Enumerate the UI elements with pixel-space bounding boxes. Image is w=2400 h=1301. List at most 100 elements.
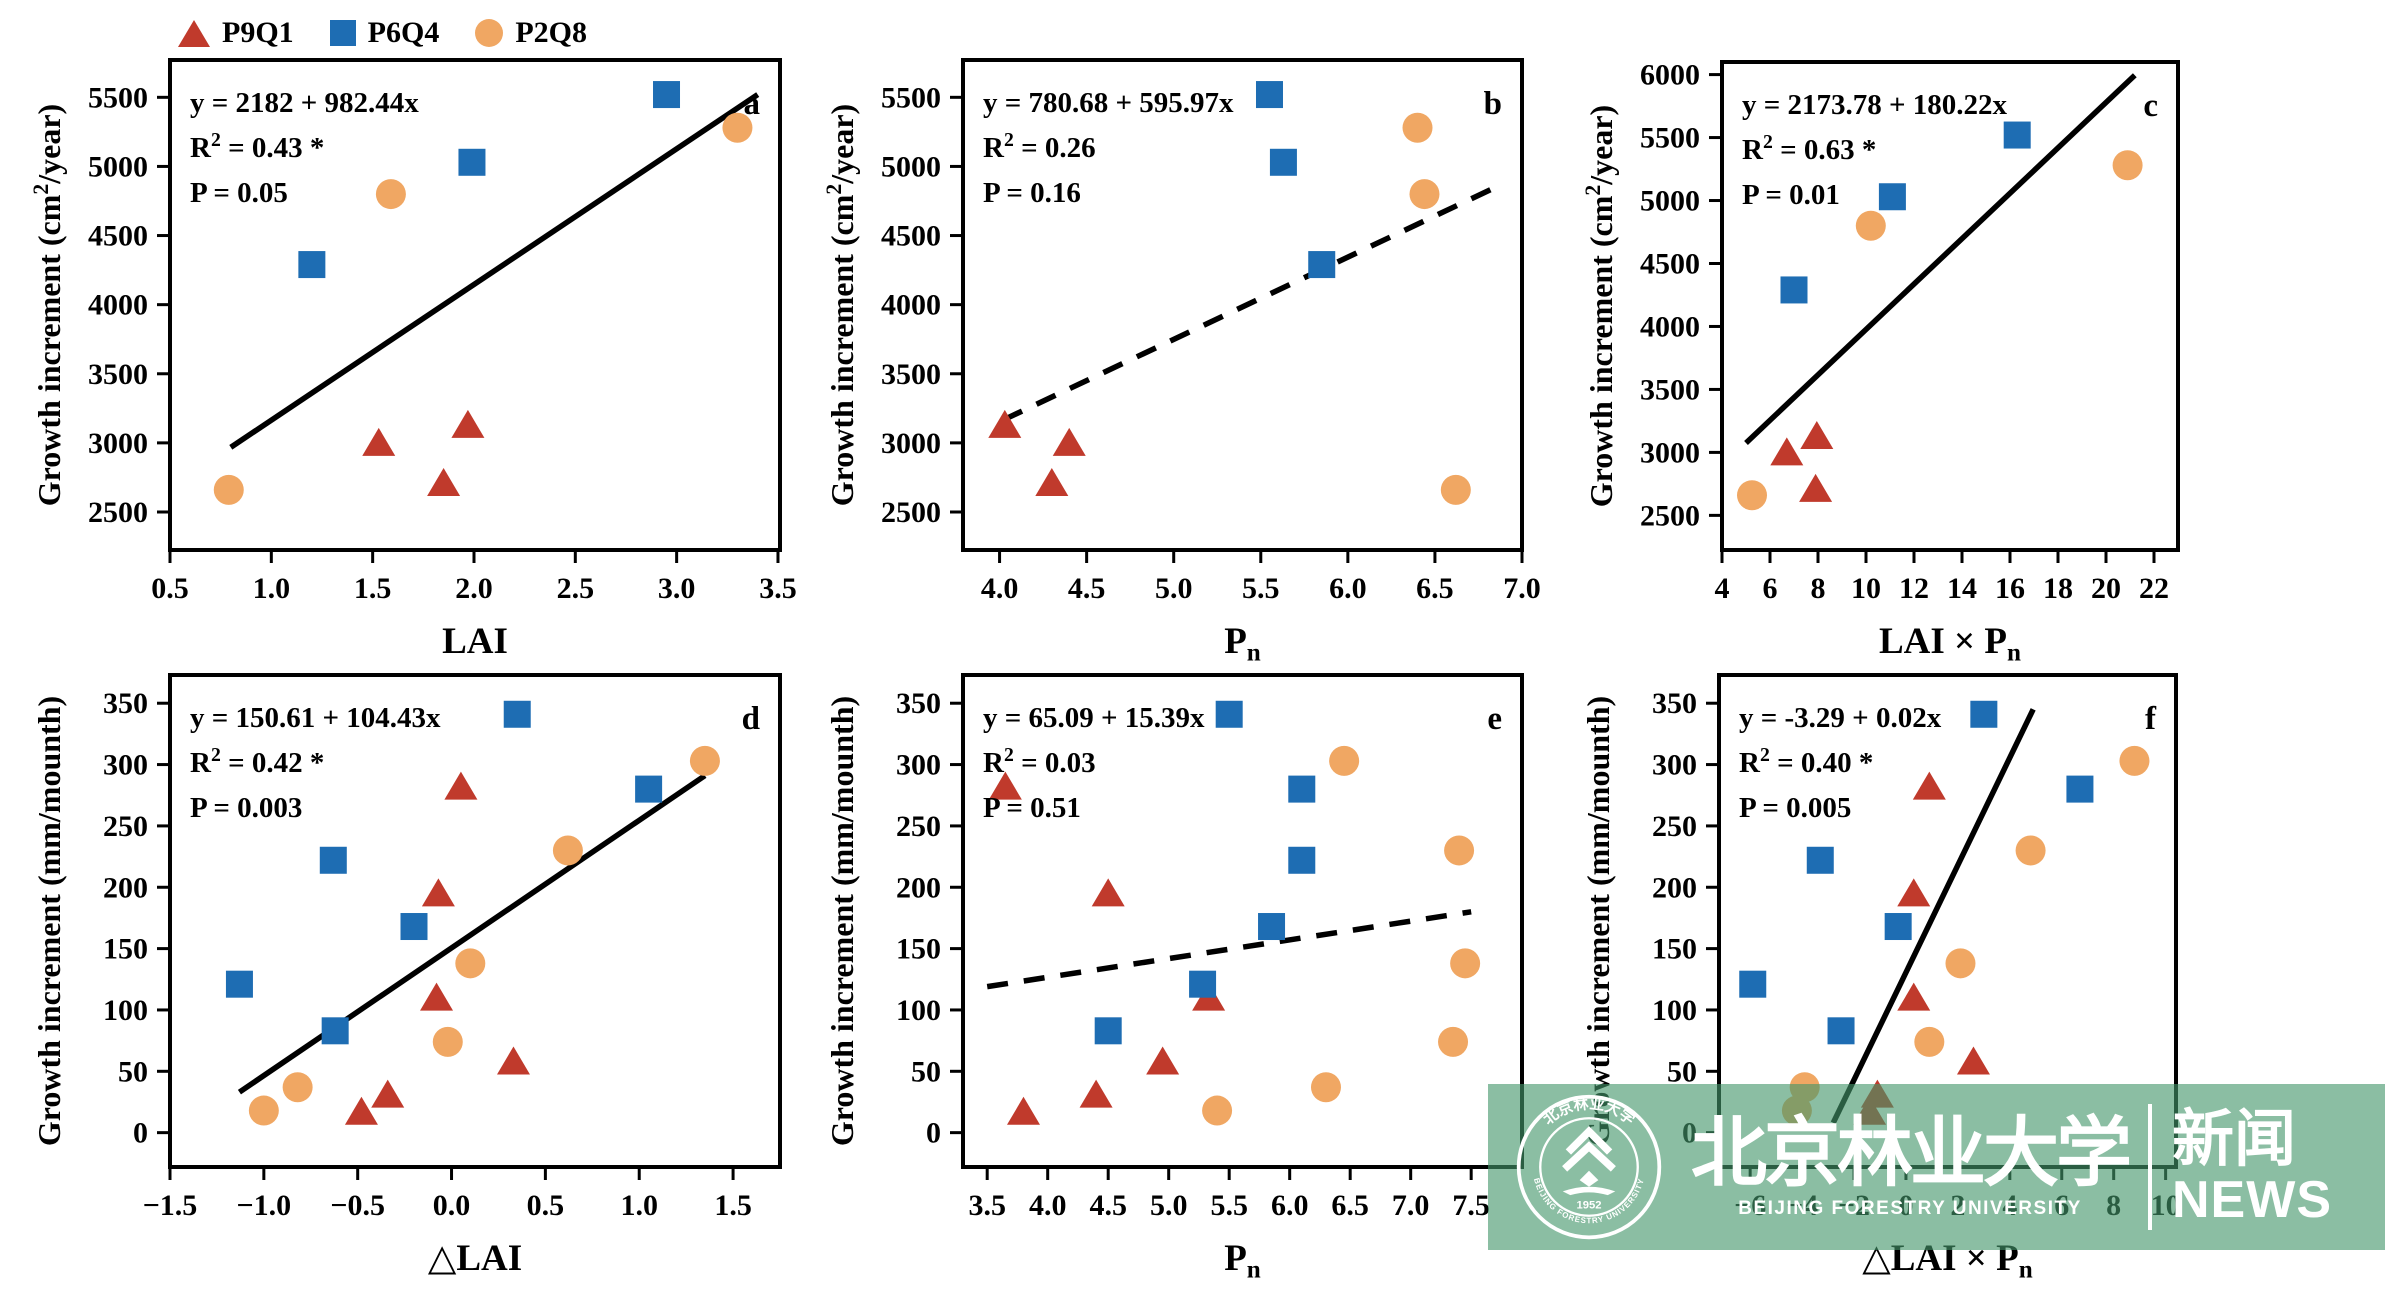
- panel-e-ytick-label: 50: [911, 1055, 941, 1088]
- panel-e-ytick-label: 250: [896, 810, 941, 843]
- panel-a-P2Q8-circle-marker: [375, 179, 406, 210]
- panel-f-ytick-label: 300: [1652, 749, 1697, 782]
- panel-f-P6Q4-square-marker: [1884, 913, 1912, 941]
- panel-a-p-value: P = 0.05: [190, 177, 288, 209]
- panel-c-ytick-label: 4000: [1640, 310, 1700, 343]
- panel-a-r-squared: R2 = 0.43 *: [190, 129, 324, 164]
- panel-c-P9Q1-triangle-marker: [1799, 473, 1833, 502]
- panel-e-xtick-label: 4.0: [1029, 1189, 1067, 1222]
- panel-e-P9Q1-triangle-marker: [1146, 1046, 1180, 1075]
- panel-d-ytick-label: 250: [103, 810, 148, 843]
- panel-b-P6Q4-square-marker: [1269, 148, 1297, 176]
- panel-a-yaxis-title: Growth increment (cm2/year): [29, 104, 67, 506]
- panel-a-equation: y = 2182 + 982.44x: [190, 87, 419, 119]
- panel-e-xtick-label: 6.0: [1271, 1189, 1309, 1222]
- panel-d-xtick-label: −0.5: [330, 1189, 385, 1222]
- panel-a-xtick-label: 2.5: [557, 572, 595, 605]
- panel-e-xaxis-title: Pn: [1224, 1238, 1261, 1283]
- panel-c-xtick-label: 20: [2091, 572, 2121, 605]
- panel-c-plot: 4 6 8 10 12 14 16 18 20 22 2500 3000 3500 4000 4500 500…: [1581, 59, 2180, 666]
- panel-d-xtick-label: 0.5: [527, 1189, 565, 1222]
- panel-c-frame: [1720, 60, 2180, 552]
- panel-a-plot: 0.5 1.0 1.5 2.0 2.5 3.0 3.5 2500 3000 3500 4000 450…: [29, 58, 797, 662]
- panel-c-xtick-label: 22: [2139, 572, 2169, 605]
- panel-e-equation: y = 65.09 + 15.39x: [983, 702, 1205, 734]
- panel-e-xtick-label: 3.5: [968, 1189, 1006, 1222]
- panel-e-xtick-label: 6.5: [1331, 1189, 1369, 1222]
- panel-b-label: b: [1484, 86, 1502, 122]
- panel-d-ytick-label: 50: [118, 1055, 148, 1088]
- legend-item-P2Q8: P2Q8: [475, 16, 587, 50]
- panel-d-P6Q4-square-marker: [400, 913, 428, 941]
- panel-d-P2Q8-circle-marker: [689, 745, 720, 776]
- panel-e-P2Q8-circle-marker: [1450, 948, 1481, 979]
- panel-d-ytick-label: 150: [103, 933, 148, 966]
- panel-e-regression-line: [986, 909, 1472, 990]
- panel-b-P6Q4-square-marker: [1308, 251, 1336, 279]
- panel-a-regression-line: [229, 92, 760, 450]
- panel-e-xtick-label: 4.5: [1089, 1189, 1127, 1222]
- panel-e-P6Q4-square-marker: [1094, 1017, 1122, 1045]
- panel-b-xtick-label: 6.0: [1329, 572, 1367, 605]
- panel-d-xtick-label: 0.0: [433, 1189, 471, 1222]
- panel-a-P2Q8-circle-marker: [722, 112, 753, 143]
- panel-e-P6Q4-square-marker: [1288, 775, 1316, 803]
- panel-c-P6Q4-square-marker: [1780, 276, 1808, 304]
- panel-d-regression-line: [237, 773, 707, 1095]
- panel-d-frame: [168, 673, 782, 1169]
- panel-f-ytick-label: 250: [1652, 810, 1697, 843]
- panel-c-xtick-label: 4: [1715, 572, 1730, 605]
- panel-c-P2Q8-circle-marker: [1855, 210, 1886, 241]
- panel-f-equation: y = -3.29 + 0.02x: [1739, 702, 1942, 734]
- panel-e-r-squared: R2 = 0.03: [983, 744, 1096, 779]
- panel-b-P9Q1-triangle-marker: [1052, 427, 1086, 456]
- panel-e-P6Q4-square-marker: [1189, 970, 1217, 998]
- legend-item-label: P9Q1: [222, 16, 294, 49]
- panel-d-P6Q4-square-marker: [503, 700, 531, 728]
- panel-d-P2Q8-circle-marker: [455, 948, 486, 979]
- panel-b-plot: 4.0 4.5 5.0 5.5 6.0 6.5 7.0 2500 3000 3500 4000 450…: [822, 58, 1541, 666]
- panel-e-xtick-label: 5.5: [1210, 1189, 1248, 1222]
- panel-c-ytick-label: 4500: [1640, 247, 1700, 280]
- panel-a-ytick-label: 3500: [88, 358, 148, 391]
- panel-d-P9Q1-triangle-marker: [371, 1079, 405, 1108]
- panel-b-ytick-label: 5000: [881, 150, 941, 183]
- panel-c-P6Q4-square-marker: [1878, 183, 1906, 211]
- panel-e-P2Q8-circle-marker: [1329, 745, 1360, 776]
- panel-a-xtick-label: 3.0: [658, 572, 696, 605]
- panel-d-xtick-label: 1.0: [620, 1189, 658, 1222]
- panel-e-ytick-label: 350: [896, 687, 941, 720]
- panel-f-P6Q4-square-marker: [1827, 1017, 1855, 1045]
- panel-f-label: f: [2145, 701, 2157, 737]
- panel-a-xtick-label: 3.5: [759, 572, 797, 605]
- panel-a-P6Q4-square-marker: [458, 148, 486, 176]
- panel-e-xtick-label: 7.5: [1452, 1189, 1490, 1222]
- panel-b-xtick-label: 4.0: [981, 572, 1019, 605]
- panel-a-xtick-label: 2.0: [455, 572, 493, 605]
- panel-c-r-squared: R2 = 0.63 *: [1742, 131, 1876, 166]
- panel-d-yaxis-title: Growth increment (mm/mounth): [31, 696, 67, 1146]
- panel-b-ytick-label: 5500: [881, 81, 941, 114]
- panel-e-P2Q8-circle-marker: [1444, 835, 1475, 866]
- panel-d-xtick-label: −1.0: [237, 1189, 292, 1222]
- watermark-university-name-cn: 北京林业大学: [1691, 1107, 2132, 1197]
- panel-f-P2Q8-circle-marker: [2119, 745, 2150, 776]
- triangle-marker-icon: [178, 19, 210, 47]
- panel-f-ytick-label: 150: [1652, 933, 1697, 966]
- panel-f-p-value: P = 0.005: [1739, 792, 1851, 824]
- legend-item-P9Q1: P9Q1: [178, 16, 294, 50]
- panel-a-xaxis-title: LAI: [442, 621, 508, 662]
- panel-c-ytick-label: 5500: [1640, 122, 1700, 155]
- panel-d-label: d: [742, 701, 760, 737]
- panel-e-ytick-label: 100: [896, 994, 941, 1027]
- seal-year: 1952: [1576, 1199, 1601, 1211]
- panel-b-ytick-label: 4500: [881, 220, 941, 253]
- panel-a-P9Q1-triangle-marker: [451, 409, 485, 438]
- panel-e-ytick-label: 200: [896, 871, 941, 904]
- panel-b-P6Q4-square-marker: [1255, 81, 1283, 109]
- panel-f-P2Q8-circle-marker: [2015, 835, 2046, 866]
- panel-b-P2Q8-circle-marker: [1409, 179, 1440, 210]
- panel-d-P9Q1-triangle-marker: [421, 878, 455, 907]
- panel-a-ytick-label: 2500: [88, 496, 148, 529]
